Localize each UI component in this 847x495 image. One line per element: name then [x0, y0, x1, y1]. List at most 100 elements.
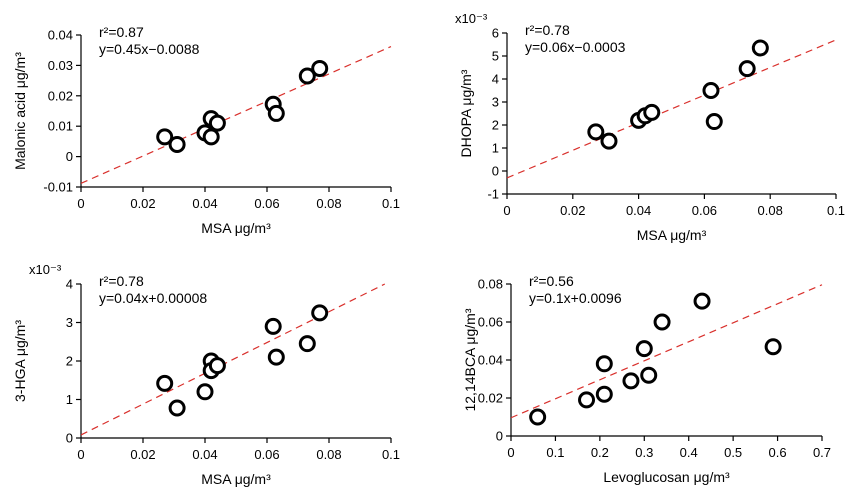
y-tick-label: -0.01	[43, 180, 73, 195]
y-tick-label: 4	[66, 277, 73, 292]
y-tick-label: 0.06	[478, 315, 503, 330]
regression-line	[510, 284, 823, 419]
y-tick-label: 0.04	[478, 353, 503, 368]
data-point	[595, 385, 613, 403]
regression-line	[80, 283, 386, 436]
y-tick-label: 0.02	[48, 88, 73, 103]
data-point	[705, 113, 723, 131]
x-axis-label: MSA μg/m³	[201, 220, 271, 236]
x-tick-label: 0.1	[382, 447, 400, 462]
y-tick-label: 2	[66, 354, 73, 369]
y-tick-label: 6	[492, 26, 499, 41]
y-tick-label: 5	[492, 49, 499, 64]
regression-line	[80, 46, 392, 184]
x-axis-label: MSA μg/m³	[201, 471, 271, 487]
x-tick-label: 0.02	[130, 196, 155, 211]
data-point	[267, 348, 285, 366]
y-tick-label: 0.08	[478, 277, 503, 292]
regression-equation: y=0.04x+0.00008	[99, 290, 207, 306]
x-tick-label: 0.5	[724, 445, 742, 460]
data-point	[622, 372, 640, 390]
y-tick-label: 4	[492, 72, 499, 87]
y-scale-label: x10⁻³	[29, 262, 62, 277]
x-tick-label: 0.06	[254, 447, 279, 462]
y-axis-label: DHOPA μg/m³	[458, 69, 474, 157]
x-tick-label: 0.4	[680, 445, 698, 460]
y-tick-label: -1	[487, 187, 499, 202]
y-tick-label: 0.02	[478, 391, 503, 406]
data-point	[635, 340, 653, 358]
x-tick-label: 0.2	[591, 445, 609, 460]
data-point	[702, 82, 720, 99]
x-tick-label: 0	[77, 447, 84, 462]
data-point	[595, 355, 613, 373]
data-point	[196, 383, 214, 401]
y-tick-label: 3	[66, 315, 73, 330]
data-point	[208, 114, 226, 132]
x-tick-label: 0.08	[758, 203, 783, 218]
panel-2: 0 0.02 0.04 0.06 0.08 0.1 -1 0 1 2 3 4 5 6 x10⁻³ MSA μg…	[455, 11, 845, 243]
data-point	[643, 103, 661, 121]
y-tick-label: 3	[492, 95, 499, 110]
y-scale-label: x10⁻³	[455, 11, 488, 26]
y-tick-label: 1	[66, 392, 73, 407]
regression-line	[506, 39, 837, 179]
y-tick-label: 0	[66, 149, 73, 164]
y-tick-label: 0.04	[48, 28, 73, 43]
x-tick-label: 0	[77, 196, 84, 211]
y-tick-label: 1	[492, 141, 499, 156]
x-tick-label: 0.7	[813, 445, 831, 460]
y-axis-label: Malonic acid μg/m³	[12, 52, 28, 170]
y-tick-label: 0.01	[48, 119, 73, 134]
data-point	[168, 135, 186, 153]
x-axis-label: Levoglucosan μg/m³	[603, 469, 730, 485]
data-point	[156, 374, 174, 392]
x-tick-label: 0.1	[382, 196, 400, 211]
y-axis-label: 12,14BCA μg/m³	[462, 308, 478, 411]
data-point	[298, 67, 316, 85]
data-point	[738, 60, 756, 78]
r-squared-label: r²=0.87	[99, 24, 144, 40]
x-tick-label: 0.08	[316, 447, 341, 462]
data-point	[168, 399, 186, 417]
data-point	[529, 408, 547, 426]
panel-4: 0 0.1 0.2 0.3 0.4 0.5 0.6 0.7 0 0.02 0.04 0.06 0.08 L…	[462, 273, 831, 485]
data-point	[264, 317, 282, 335]
data-point	[640, 366, 658, 384]
data-point	[653, 313, 671, 331]
data-point	[202, 128, 220, 146]
x-tick-label: 0	[503, 203, 510, 218]
x-tick-label: 0.1	[546, 445, 564, 460]
x-tick-label: 0.6	[769, 445, 787, 460]
r-squared-label: r²=0.78	[525, 22, 570, 38]
x-axis-label: MSA μg/m³	[637, 227, 707, 243]
x-tick-label: 0.04	[626, 203, 651, 218]
data-point	[208, 357, 226, 375]
data-point	[600, 132, 618, 150]
panel-1: 0 0.02 0.04 0.06 0.08 0.1 -0.01 0 0.01 0.02 0.03 0.…	[12, 24, 400, 236]
x-tick-label: 0.02	[130, 447, 155, 462]
data-point	[311, 59, 329, 77]
x-tick-label: 0.1	[827, 203, 845, 218]
data-point	[267, 104, 285, 122]
data-point	[578, 391, 596, 409]
x-tick-label: 0.08	[316, 196, 341, 211]
y-axis-label: 3-HGA μg/m³	[12, 320, 28, 402]
data-point	[693, 292, 711, 310]
data-point	[311, 304, 329, 322]
x-tick-label: 0	[507, 445, 514, 460]
panel-3: 0 0.02 0.04 0.06 0.08 0.1 0 1 2 3 4 x10⁻³ MSA μg/m³ 3…	[12, 262, 400, 487]
y-tick-label: 0	[66, 431, 73, 446]
x-tick-label: 0.06	[692, 203, 717, 218]
y-tick-label: 0.03	[48, 58, 73, 73]
y-tick-label: 0	[492, 164, 499, 179]
data-point	[587, 123, 605, 141]
x-tick-label: 0.04	[192, 196, 217, 211]
regression-equation: y=0.1x+0.0096	[529, 290, 622, 306]
data-point	[298, 335, 316, 353]
data-point	[751, 39, 769, 57]
x-tick-label: 0.04	[192, 447, 217, 462]
x-tick-label: 0.3	[635, 445, 653, 460]
y-tick-label: 0	[496, 429, 503, 444]
